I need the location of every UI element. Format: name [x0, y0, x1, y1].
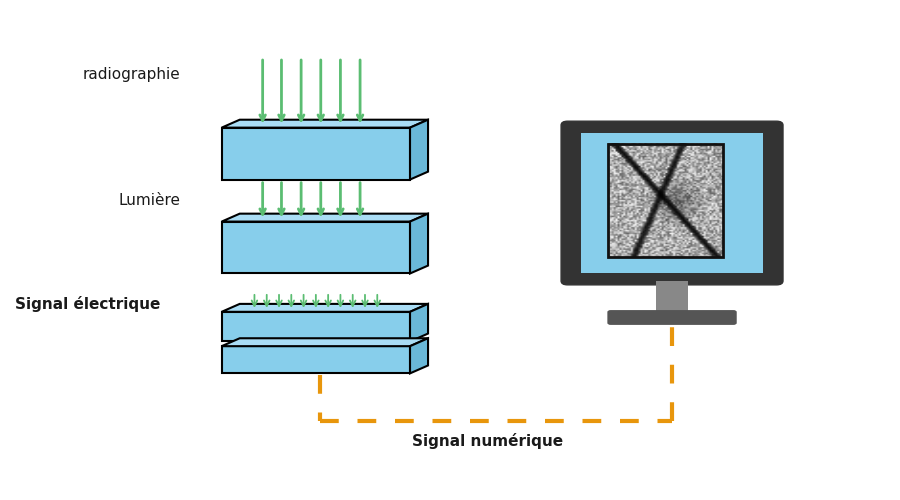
Bar [580, 133, 763, 273]
Bar [656, 281, 688, 313]
Text: Signal numérique: Signal numérique [412, 433, 563, 449]
Polygon shape [221, 128, 410, 180]
Polygon shape [221, 312, 410, 342]
FancyBboxPatch shape [561, 121, 783, 285]
Polygon shape [221, 338, 428, 346]
Polygon shape [221, 304, 428, 312]
Polygon shape [221, 346, 410, 374]
Text: Lumière: Lumière [119, 193, 181, 208]
Polygon shape [410, 120, 428, 180]
Polygon shape [221, 214, 428, 222]
Text: Signal électrique: Signal électrique [15, 296, 160, 312]
Bar [608, 144, 723, 258]
Text: radiographie: radiographie [83, 67, 181, 82]
Polygon shape [410, 338, 428, 374]
FancyBboxPatch shape [608, 310, 737, 325]
Polygon shape [410, 214, 428, 274]
Polygon shape [410, 304, 428, 342]
Polygon shape [221, 222, 410, 274]
Polygon shape [221, 120, 428, 128]
